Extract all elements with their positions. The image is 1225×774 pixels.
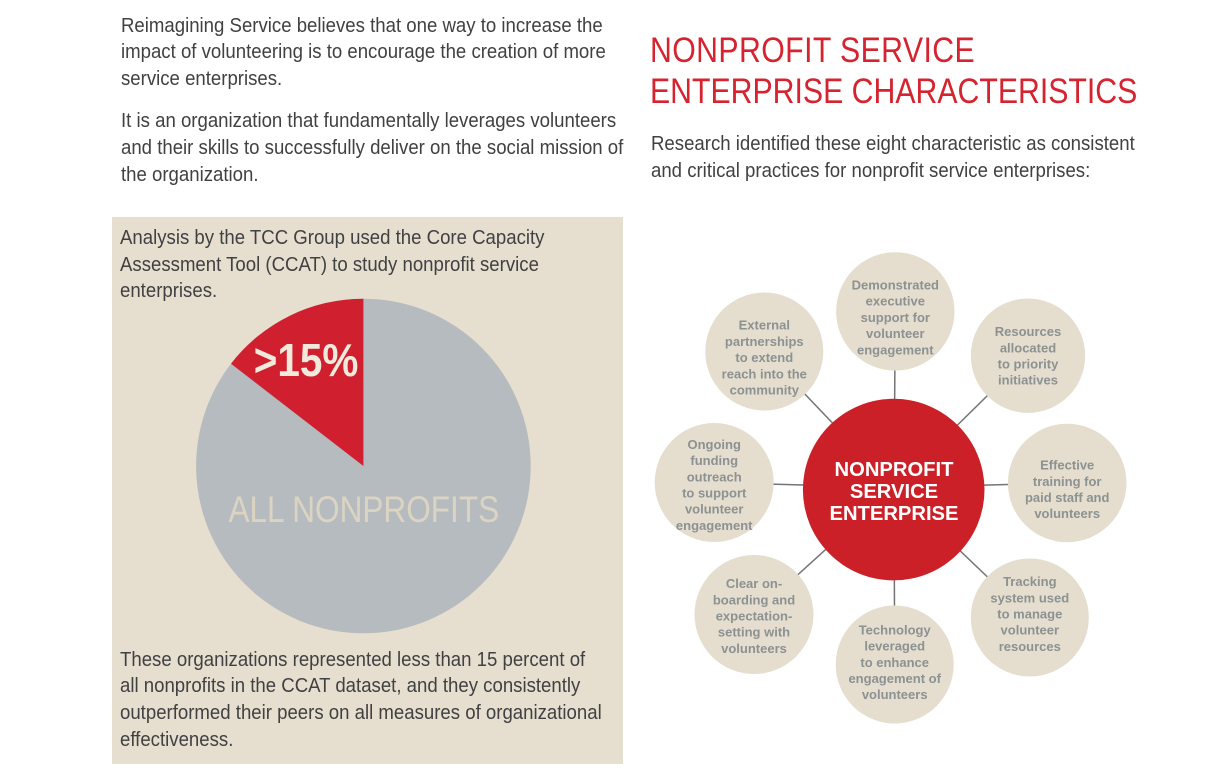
- svg-text:funding: funding: [690, 453, 738, 468]
- svg-text:to manage: to manage: [997, 607, 1062, 622]
- svg-text:expectation-: expectation-: [716, 609, 793, 624]
- svg-text:Tracking: Tracking: [1003, 574, 1057, 589]
- svg-text:ALL NONPROFITS: ALL NONPROFITS: [228, 490, 499, 531]
- svg-text:to extend: to extend: [735, 350, 793, 365]
- svg-text:training for: training for: [1033, 474, 1102, 489]
- svg-text:resources: resources: [999, 639, 1061, 654]
- svg-text:support for: support for: [861, 310, 930, 325]
- svg-text:outreach: outreach: [687, 469, 742, 484]
- svg-text:volunteer: volunteer: [1001, 623, 1060, 638]
- svg-text:to priority: to priority: [998, 357, 1059, 372]
- svg-text:leveraged: leveraged: [864, 639, 925, 654]
- svg-text:reach into the: reach into the: [722, 366, 807, 381]
- svg-text:volunteers: volunteers: [1034, 506, 1100, 521]
- svg-text:SERVICE: SERVICE: [850, 481, 938, 503]
- svg-text:Ongoing: Ongoing: [687, 437, 740, 452]
- svg-text:volunteers: volunteers: [721, 641, 787, 656]
- svg-text:Technology: Technology: [859, 622, 932, 637]
- svg-text:executive: executive: [866, 294, 925, 309]
- svg-text:>15%: >15%: [254, 336, 359, 387]
- svg-text:system used: system used: [990, 590, 1069, 605]
- svg-text:to support: to support: [682, 486, 747, 501]
- svg-text:engagement: engagement: [676, 518, 753, 533]
- svg-text:Clear on-: Clear on-: [726, 576, 782, 591]
- svg-text:External: External: [739, 318, 790, 333]
- svg-text:boarding and: boarding and: [713, 592, 795, 607]
- svg-text:Demonstrated: Demonstrated: [852, 278, 939, 293]
- svg-text:initiatives: initiatives: [998, 373, 1058, 388]
- svg-text:community: community: [730, 383, 800, 398]
- svg-text:Effective: Effective: [1040, 458, 1094, 473]
- svg-text:partnerships: partnerships: [725, 334, 804, 349]
- svg-text:to enhance: to enhance: [860, 655, 929, 670]
- svg-text:engagement: engagement: [857, 342, 934, 357]
- svg-text:paid staff and: paid staff and: [1025, 490, 1110, 505]
- svg-text:volunteers: volunteers: [862, 687, 928, 702]
- svg-text:allocated: allocated: [1000, 340, 1056, 355]
- svg-text:volunteer: volunteer: [685, 502, 744, 517]
- svg-text:NONPROFIT: NONPROFIT: [835, 459, 955, 481]
- svg-text:setting with: setting with: [718, 625, 790, 640]
- svg-text:ENTERPRISE: ENTERPRISE: [829, 503, 958, 525]
- svg-text:volunteer: volunteer: [866, 326, 925, 341]
- svg-text:Resources: Resources: [995, 324, 1061, 339]
- svg-text:engagement of: engagement of: [848, 671, 941, 686]
